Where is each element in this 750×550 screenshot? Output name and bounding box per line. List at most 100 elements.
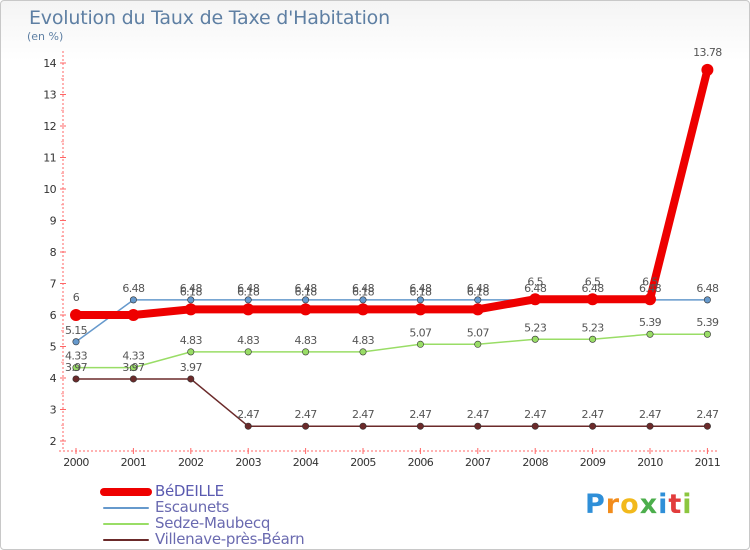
logo-letter: t bbox=[668, 489, 683, 520]
x-tick-label: 2008 bbox=[522, 456, 548, 469]
data-point-sedze-maubecq bbox=[129, 364, 137, 372]
data-label-sedze-maubecq: 4.83 bbox=[352, 334, 375, 347]
y-tick-label: 11 bbox=[43, 152, 56, 165]
data-point-escaunets bbox=[72, 338, 80, 346]
data-label-escaunets: 6.48 bbox=[295, 282, 318, 295]
data-label-escaunets: 6.48 bbox=[696, 282, 719, 295]
data-label-b-deille: 6.18 bbox=[409, 285, 432, 298]
y-tick-label: 5 bbox=[50, 341, 57, 354]
y-tick-label: 10 bbox=[43, 183, 56, 196]
data-label-villenave-pr-s-b-arn: 2.47 bbox=[295, 408, 318, 421]
data-label-escaunets: 6.48 bbox=[409, 282, 432, 295]
data-label-sedze-maubecq: 5.07 bbox=[467, 326, 490, 339]
data-point-b-deille bbox=[70, 309, 82, 321]
data-label-sedze-maubecq: 4.83 bbox=[180, 334, 203, 347]
y-tick-label: 7 bbox=[50, 278, 57, 291]
data-label-sedze-maubecq: 5.39 bbox=[639, 316, 662, 329]
data-point-villenave-pr-s-b-arn bbox=[646, 422, 654, 430]
data-label-escaunets: 6.48 bbox=[582, 282, 605, 295]
data-label-sedze-maubecq: 4.83 bbox=[237, 334, 260, 347]
data-label-sedze-maubecq: 4.33 bbox=[122, 350, 145, 363]
x-tick-label: 2001 bbox=[121, 456, 147, 469]
data-point-sedze-maubecq bbox=[646, 330, 654, 338]
legend-label-sedze-maubecq: Sedze-Maubecq bbox=[155, 514, 271, 532]
data-point-escaunets bbox=[244, 296, 252, 304]
legend-label-escaunets: Escaunets bbox=[155, 498, 229, 516]
y-tick-label: 2 bbox=[50, 435, 56, 448]
data-point-sedze-maubecq bbox=[244, 348, 252, 356]
data-label-sedze-maubecq: 5.39 bbox=[696, 316, 719, 329]
data-point-b-deille bbox=[242, 303, 255, 316]
data-point-escaunets bbox=[359, 296, 367, 304]
data-point-sedze-maubecq bbox=[589, 335, 597, 343]
data-point-b-deille bbox=[644, 293, 656, 306]
logo-letter: P bbox=[585, 489, 606, 520]
x-tick-label: 2009 bbox=[580, 456, 606, 469]
y-tick-label: 14 bbox=[43, 57, 56, 70]
x-tick-label: 2003 bbox=[235, 456, 261, 469]
data-label-sedze-maubecq: 5.23 bbox=[582, 321, 605, 334]
legend-label-villenave: Villenave-près-Béarn bbox=[155, 530, 305, 548]
x-tick-label: 2005 bbox=[350, 456, 376, 469]
data-label-escaunets: 6.48 bbox=[237, 282, 260, 295]
data-label-b-deille: 6.5 bbox=[585, 275, 601, 288]
data-point-escaunets bbox=[187, 296, 195, 304]
data-label-villenave-pr-s-b-arn: 2.47 bbox=[352, 408, 375, 421]
data-point-b-deille bbox=[127, 309, 140, 321]
x-tick-label: 2002 bbox=[178, 456, 204, 469]
y-tick-label: 6 bbox=[50, 309, 57, 322]
x-tick-label: 2000 bbox=[63, 456, 89, 469]
data-label-escaunets: 6.48 bbox=[352, 282, 375, 295]
logo-letter: r bbox=[605, 489, 621, 520]
data-point-b-deille bbox=[586, 293, 599, 306]
series-line-sedze-maubecq bbox=[75, 333, 709, 369]
data-label-b-deille: 6.5 bbox=[642, 275, 658, 288]
logo-letter: i bbox=[658, 489, 669, 520]
series-line-villenave-pr-s-b-arn bbox=[75, 378, 709, 427]
data-label-b-deille: 6.18 bbox=[467, 285, 490, 298]
y-tick-label: 12 bbox=[43, 120, 56, 133]
x-tick-label: 2004 bbox=[293, 456, 319, 469]
data-label-b-deille: 6 bbox=[73, 291, 80, 304]
data-label-escaunets: 6.48 bbox=[524, 282, 547, 295]
data-point-escaunets bbox=[416, 296, 424, 304]
data-point-villenave-pr-s-b-arn bbox=[72, 375, 80, 383]
data-point-b-deille bbox=[529, 293, 542, 306]
data-point-villenave-pr-s-b-arn bbox=[129, 375, 137, 383]
y-tick-label: 3 bbox=[50, 404, 57, 417]
data-label-b-deille: 6.18 bbox=[295, 285, 318, 298]
data-point-sedze-maubecq bbox=[703, 330, 711, 338]
data-point-sedze-maubecq bbox=[302, 348, 310, 356]
data-point-villenave-pr-s-b-arn bbox=[359, 422, 367, 430]
data-label-villenave-pr-s-b-arn: 3.97 bbox=[65, 361, 88, 374]
data-label-villenave-pr-s-b-arn: 2.47 bbox=[467, 408, 490, 421]
data-label-b-deille: 6.18 bbox=[237, 285, 260, 298]
data-label-escaunets: 6.48 bbox=[180, 282, 203, 295]
data-point-escaunets bbox=[129, 296, 137, 304]
data-point-sedze-maubecq bbox=[187, 348, 195, 356]
data-label-escaunets: 5.15 bbox=[65, 324, 88, 337]
data-point-villenave-pr-s-b-arn bbox=[302, 422, 310, 430]
y-tick-label: 8 bbox=[50, 246, 57, 259]
data-point-villenave-pr-s-b-arn bbox=[589, 422, 597, 430]
data-label-villenave-pr-s-b-arn: 2.47 bbox=[524, 408, 547, 421]
data-point-escaunets bbox=[474, 296, 482, 304]
y-tick-label: 13 bbox=[43, 89, 56, 102]
data-point-b-deille bbox=[357, 303, 369, 316]
data-label-villenave-pr-s-b-arn: 2.47 bbox=[237, 408, 260, 421]
x-tick-label: 2010 bbox=[637, 456, 663, 469]
data-point-sedze-maubecq bbox=[416, 340, 424, 348]
data-point-b-deille bbox=[299, 303, 312, 316]
chart-unit-label: (en %) bbox=[27, 30, 64, 43]
data-point-sedze-maubecq bbox=[474, 340, 482, 348]
data-point-b-deille bbox=[184, 303, 197, 316]
data-point-escaunets bbox=[703, 296, 711, 304]
data-point-sedze-maubecq bbox=[72, 364, 80, 372]
data-label-villenave-pr-s-b-arn: 3.97 bbox=[122, 361, 145, 374]
data-point-b-deille bbox=[701, 63, 714, 76]
data-label-escaunets: 6.48 bbox=[467, 282, 490, 295]
logo-letter: i bbox=[682, 489, 693, 520]
data-label-sedze-maubecq: 5.07 bbox=[409, 326, 432, 339]
